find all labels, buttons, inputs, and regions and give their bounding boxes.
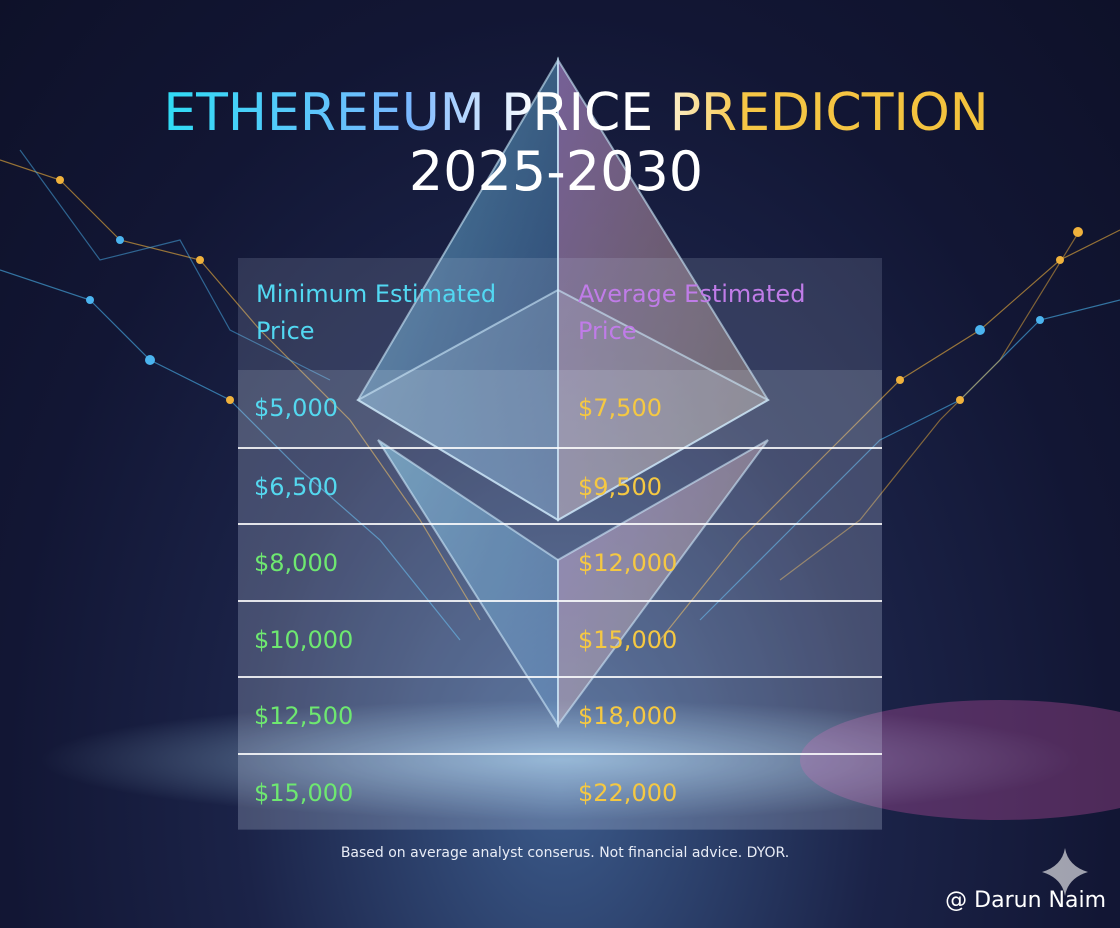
table-cell: $8,000 [254,549,338,577]
table-row: $15,000 $22,000 [238,752,882,829]
table-cell: $18,000 [578,702,678,730]
footnote: Based on average analyst conserus. Not f… [340,845,790,861]
watermark: @ Darun Naim [945,888,1106,913]
ether-logo [355,56,771,729]
title-svg: ETHEREEUM PRICE PREDICTION [163,83,988,143]
table-cell: $7,500 [578,394,662,422]
network-nodes [56,176,1083,404]
table-row: $8,000 $12,000 [238,523,882,600]
table-header: Minimum Estimated Price Average Estimate… [238,258,882,370]
table-cell: $15,000 [254,778,354,807]
glow [800,700,1120,820]
title: ETHEREEUM PRICE PREDICTION [163,83,988,143]
table: Minimum Estimated Price Average Estimate… [238,258,882,830]
table-row: $5,000 $7,500 [238,370,882,447]
subtitle: 2025-2030 [408,140,704,203]
column-header: Average Estimated Price [578,280,806,345]
table-row: $6,500 $9,500 [238,446,882,523]
table-cell: $5,000 [254,394,338,422]
table-cell: $10,000 [254,625,354,654]
table-cell: $9,500 [578,472,662,501]
table-row: $10,000 $15,000 [238,599,882,676]
table-cell: $22,000 [578,778,678,807]
sparkle-icon [1042,848,1088,896]
table-cell: $12,000 [578,549,678,577]
table-cell: $6,500 [254,472,338,501]
table-cell: $15,000 [578,625,678,654]
table-cell: $12,500 [254,702,354,730]
glow [40,700,1080,820]
column-header: Minimum Estimated Price [256,280,497,345]
table-row: $12,500 $18,000 [238,676,882,753]
